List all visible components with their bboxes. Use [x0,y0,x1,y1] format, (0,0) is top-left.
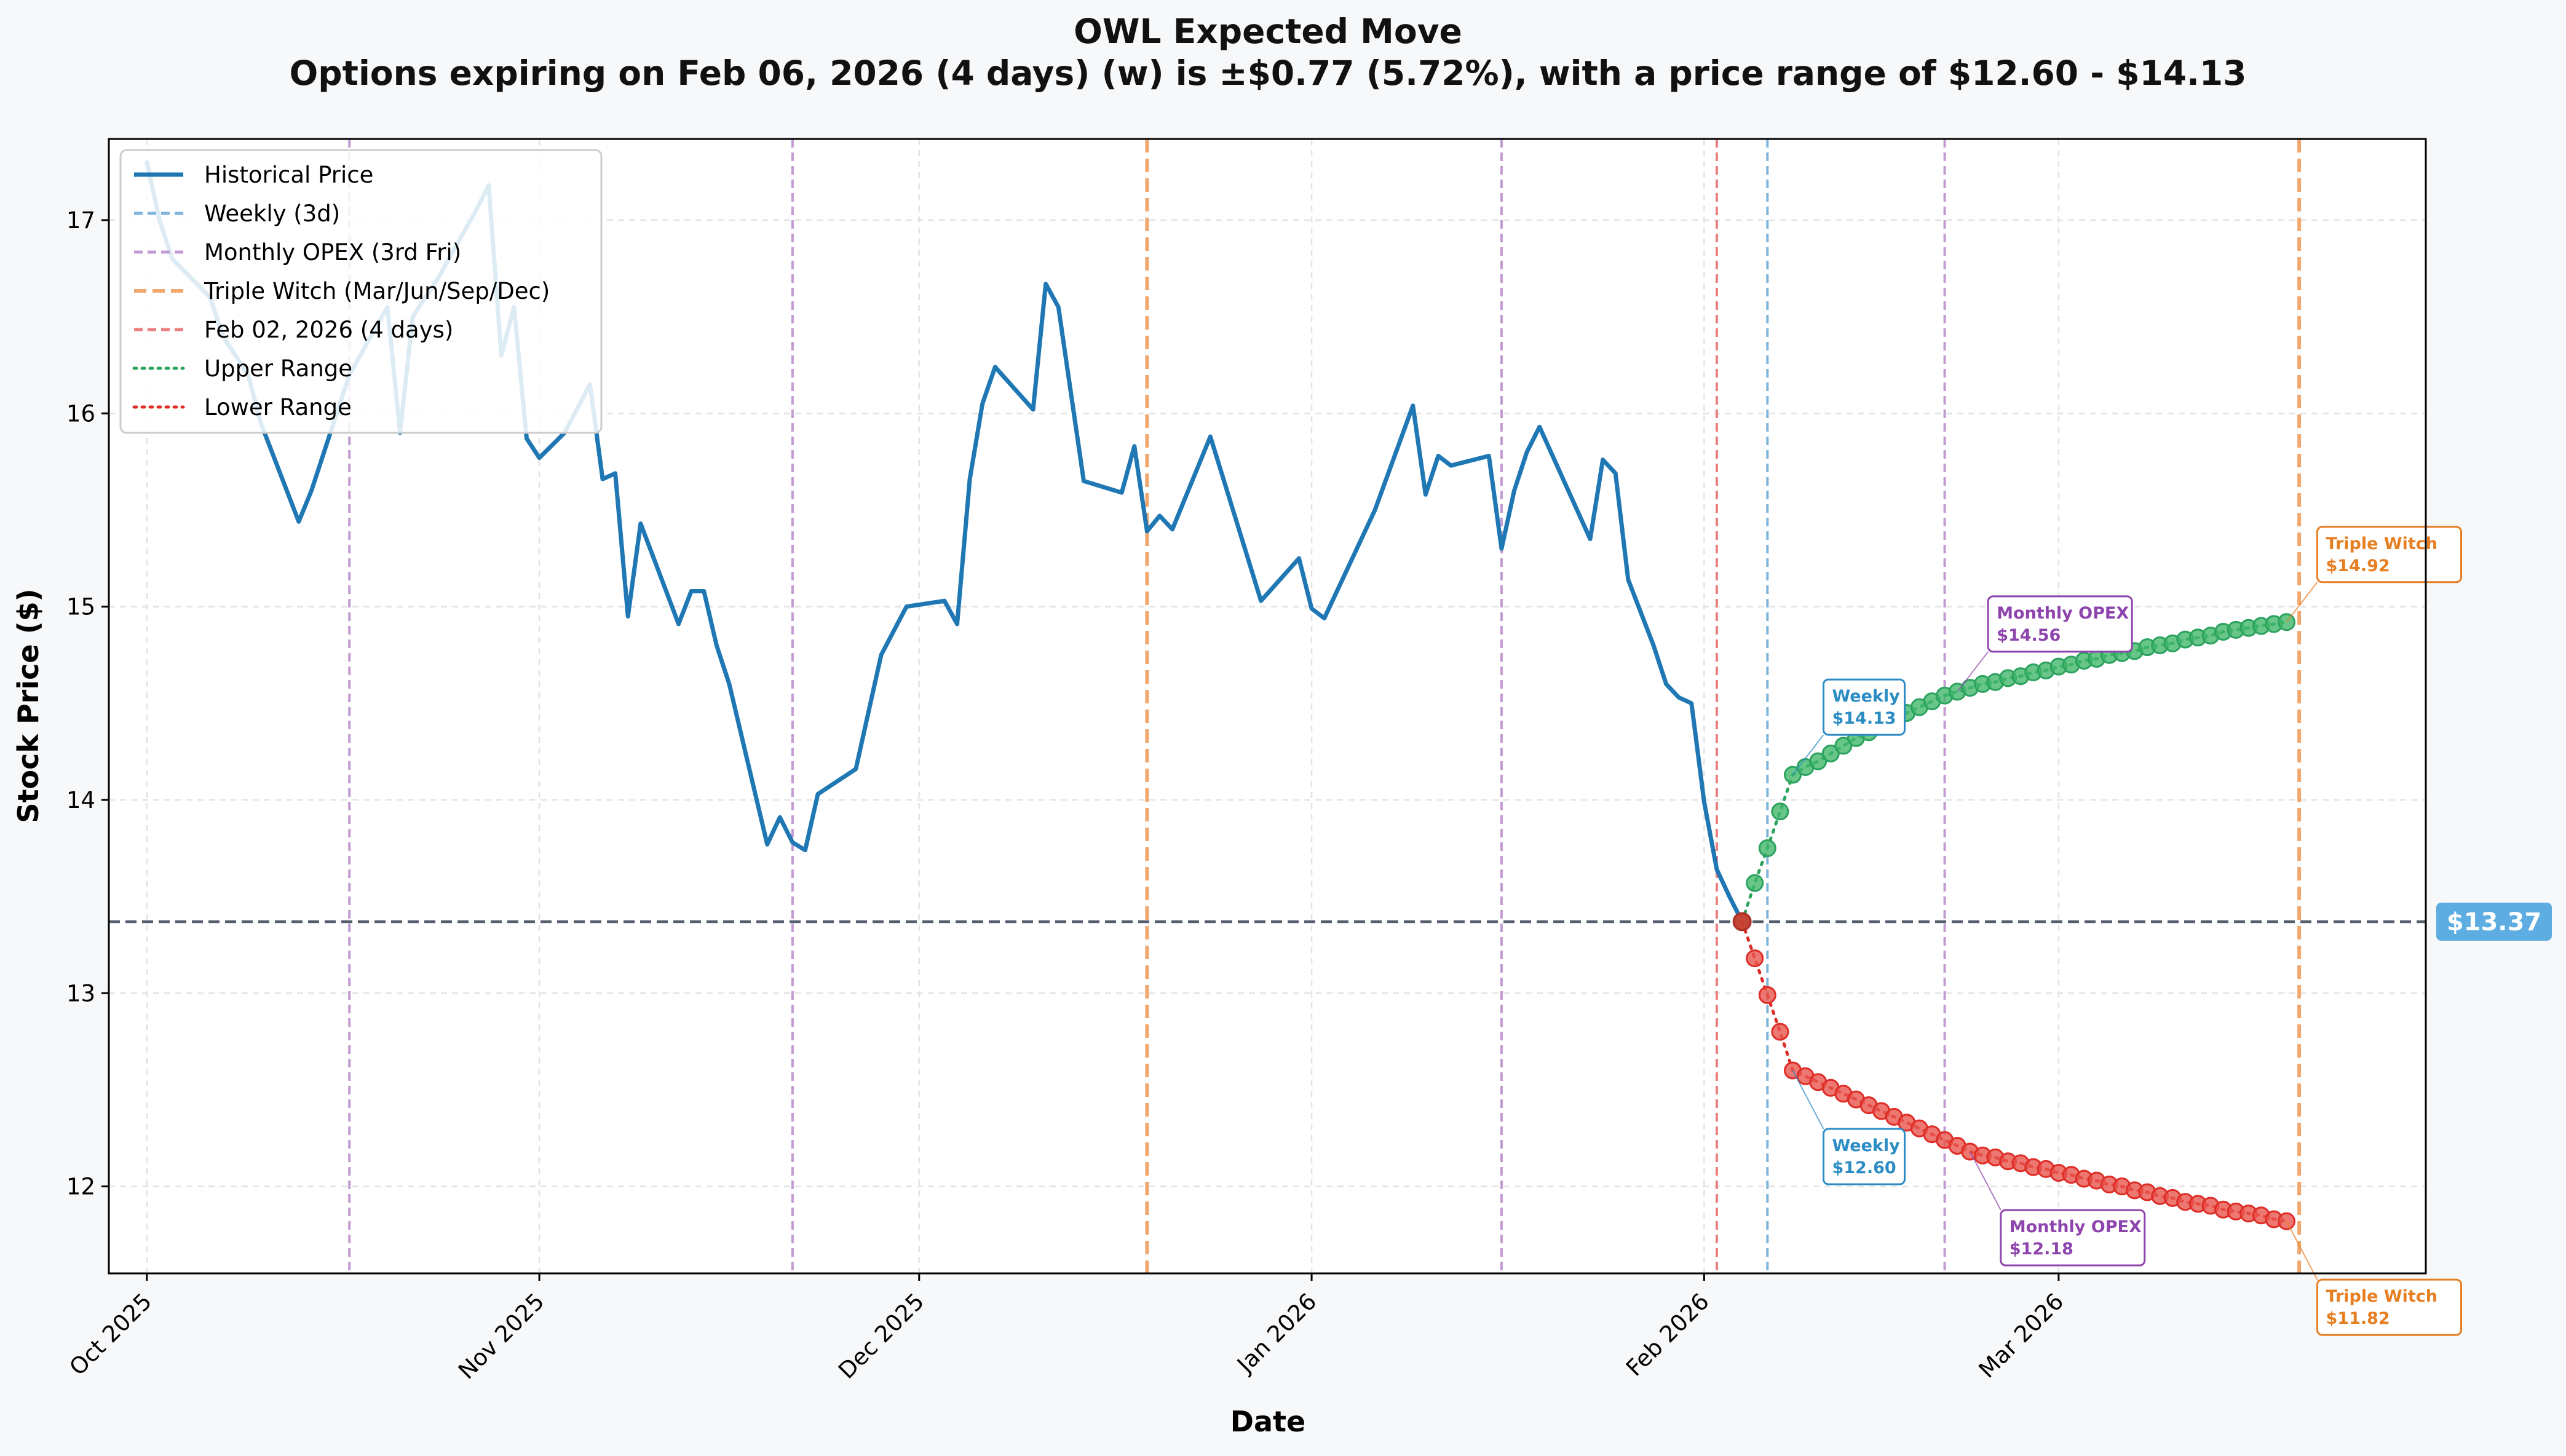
annotation-box [2316,1278,2463,1336]
upper-range-point [1746,874,1764,892]
event-lines [348,139,2302,1273]
upper-range-point [1834,737,1853,755]
y-tick-label: 16 [66,400,95,427]
x-axis-ticks: Oct 2025 Nov 2025 Dec 2025 Jan 2026 Feb 2026… [65,1273,2069,1384]
annotation: Triple Witch $11.82 [2286,1221,2463,1336]
annotation-value: $14.92 [2326,556,2390,576]
annotation-value: $12.18 [2010,1240,2073,1259]
x-tick-label: Feb 2026 [1621,1288,1714,1382]
annotation-title: Weekly [1832,1136,1900,1155]
lower-range-point [1746,949,1764,968]
annotation: Monthly OPEX $12.18 [1969,1151,2146,1267]
legend-label: Feb 02, 2026 (4 days) [204,317,453,343]
current-price-label: $13.37 [2447,908,2541,936]
annotation-value: $11.82 [2326,1309,2390,1328]
annotation-title: Triple Witch [2326,534,2438,553]
upper-range-point [1821,745,1840,763]
lower-range-point [1771,1023,1789,1041]
annotation-box [1822,1128,1906,1185]
lower-range-point [1758,986,1776,1004]
y-axis-ticks: 12 13 14 15 16 17 [66,207,109,1200]
x-axis-title: Date [1230,1405,1305,1438]
annotation-box [1822,678,1906,736]
plot-frame [108,138,2427,1275]
annotation-title: Monthly OPEX [1997,604,2129,623]
x-tick-label: Jan 2026 [1231,1288,1321,1379]
x-tick-label: Nov 2025 [453,1288,549,1384]
annotation-leader [2286,1221,2318,1280]
y-tick-label: 12 [66,1174,95,1200]
annotation-leader [1957,651,1989,692]
chart-title: OWL Expected Move [1074,12,1462,51]
y-axis-title: Stock Price ($) [12,588,45,823]
annotation-title: Weekly [1832,687,1900,706]
upper-range-point [1809,752,1827,770]
chart-subtitle: Options expiring on Feb 06, 2026 (4 days… [290,53,2247,93]
series [145,160,2296,1230]
legend-label: Monthly OPEX (3rd Fri) [204,239,461,266]
upper-range-point [1771,802,1789,821]
annotation-title: Triple Witch [2326,1287,2438,1306]
x-tick-label: Mar 2026 [1974,1288,2069,1383]
annotation-box [2000,1209,2146,1267]
legend-label: Lower Range [204,394,352,421]
current-price-badge: $13.37 [2436,902,2552,941]
annotation-value: $14.13 [1832,709,1896,728]
legend-label: Triple Witch (Mar/Jun/Sep/Dec) [204,278,550,304]
y-tick-label: 13 [66,980,95,1007]
legend-box [119,149,603,434]
y-tick-label: 15 [66,594,95,620]
upper-range-point [1758,839,1776,858]
annotation-value: $14.56 [1997,626,2061,645]
annotation: Weekly $14.13 [1792,678,1906,775]
current-price-badge-bg [2436,902,2552,941]
legend-label: Historical Price [204,162,373,188]
annotation-box [1987,595,2133,653]
legend-label: Upper Range [204,355,352,382]
annotation-leader [1792,734,1824,775]
y-tick-label: 14 [66,787,95,813]
x-tick-label: Dec 2025 [833,1288,929,1384]
annotation-value: $12.60 [1832,1158,1896,1177]
y-tick-label: 17 [66,207,95,234]
annotation-leader [2286,582,2318,623]
legend: Historical Price Weekly (3d) Monthly OPEX … [119,149,603,434]
current-price-point [1732,912,1752,932]
annotation-title: Monthly OPEX [2010,1217,2142,1236]
annotation-leader [1969,1151,2002,1211]
annotation: Weekly $12.60 [1792,1070,1906,1185]
annotation: Monthly OPEX $14.56 [1957,595,2133,692]
annotation-leader [1792,1070,1824,1130]
x-tick-label: Oct 2025 [65,1288,157,1381]
legend-label: Weekly (3d) [204,200,340,227]
